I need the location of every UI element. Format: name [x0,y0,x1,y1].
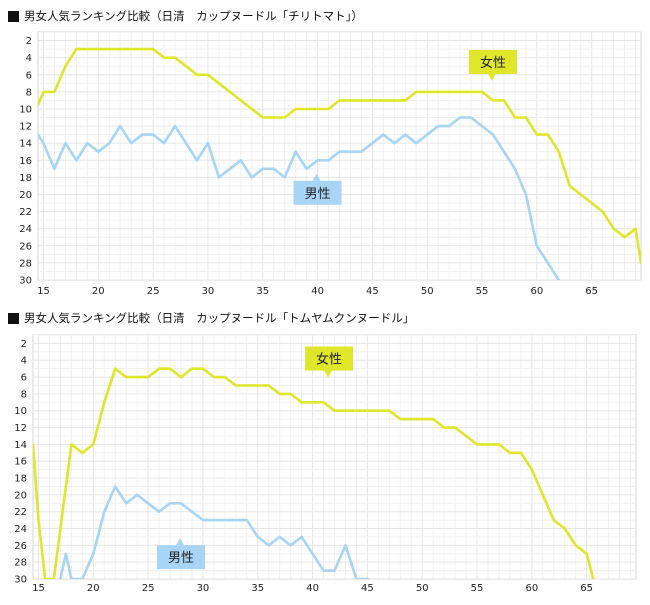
callout-label: 男性 [305,187,331,202]
x-tick-label: 25 [142,583,155,594]
y-tick-label: 4 [26,53,32,64]
y-tick-label: 20 [19,190,32,201]
x-tick-label: 20 [87,583,100,594]
y-tick-label: 28 [14,558,27,569]
y-tick-label: 4 [21,356,27,367]
y-tick-label: 2 [21,339,27,350]
title-square-icon [8,312,19,324]
y-tick-label: 26 [14,541,27,552]
y-tick-label: 8 [21,389,27,400]
series-line-female [33,367,595,579]
y-tick-label: 8 [26,87,32,98]
x-tick-label: 50 [416,583,429,594]
x-tick-label: 30 [197,583,210,594]
x-tick-label: 15 [32,583,45,594]
y-tick-label: 30 [19,276,32,287]
x-tick-label: 35 [256,286,269,297]
series-line-male [38,116,561,280]
y-tick-label: 10 [19,104,32,115]
x-tick-label: 40 [311,286,324,297]
chart-title-row: 男女人気ランキング比較（日清 カップヌードル「トムヤムクンヌードル」 [8,308,414,328]
x-tick-label: 40 [306,583,319,594]
y-tick-label: 16 [14,457,27,468]
y-tick-label: 2 [26,36,32,47]
series-callout-male: 男性 [157,538,206,570]
chart-panel-chili-tomato: 男女人気ランキング比較（日清 カップヌードル「チリトマト」） 2 4 6 8 10 12 1… [0,0,650,300]
x-tick-label: 65 [585,286,598,297]
x-tick-label: 45 [366,286,379,297]
y-tick-label: 10 [14,406,27,417]
x-tick-label: 25 [147,286,160,297]
y-tick-label: 22 [19,207,32,218]
y-tick-label: 24 [19,224,32,235]
chart-title: 男女人気ランキング比較（日清 カップヌードル「チリトマト」） [24,9,363,23]
chart-title-row: 男女人気ランキング比較（日清 カップヌードル「チリトマト」） [8,6,363,26]
x-tick-label: 45 [361,583,374,594]
x-tick-label: 15 [37,286,50,297]
series-line-male [59,485,372,579]
y-tick-label: 16 [19,156,32,167]
y-tick-label: 24 [14,524,27,535]
x-tick-label: 30 [202,286,215,297]
y-tick-label: 12 [14,423,27,434]
x-tick-label: 20 [92,286,105,297]
x-tick-label: 55 [476,286,489,297]
callout-label: 女性 [316,352,342,368]
x-tick-label: 60 [530,286,543,297]
y-tick-label: 18 [14,474,27,485]
x-tick-label: 35 [251,583,264,594]
title-square-icon [8,10,19,22]
y-tick-label: 22 [14,507,27,518]
grid [38,32,641,280]
grid [33,335,636,579]
y-tick-label: 18 [19,173,32,184]
series-callout-male: 男性 [293,173,342,205]
y-tick-label: 6 [21,373,27,384]
x-tick-label: 65 [580,583,593,594]
y-tick-label: 14 [14,440,27,451]
series-callout-female: 女性 [468,49,517,81]
y-tick-label: 6 [26,70,32,81]
series-callout-female: 女性 [305,346,354,378]
y-tick-label: 12 [19,122,32,133]
series-line-female [38,47,641,265]
y-tick-label: 30 [14,575,27,586]
x-tick-label: 60 [525,583,538,594]
x-tick-label: 55 [471,583,484,594]
y-tick-label: 14 [19,139,32,150]
y-tick-label: 28 [19,258,32,269]
callout-label: 男性 [168,551,194,566]
y-tick-label: 26 [19,241,32,252]
callout-label: 女性 [480,55,506,71]
x-tick-label: 50 [421,286,434,297]
y-tick-label: 20 [14,490,27,501]
chart-title: 男女人気ランキング比較（日清 カップヌードル「トムヤムクンヌードル」 [24,311,415,325]
